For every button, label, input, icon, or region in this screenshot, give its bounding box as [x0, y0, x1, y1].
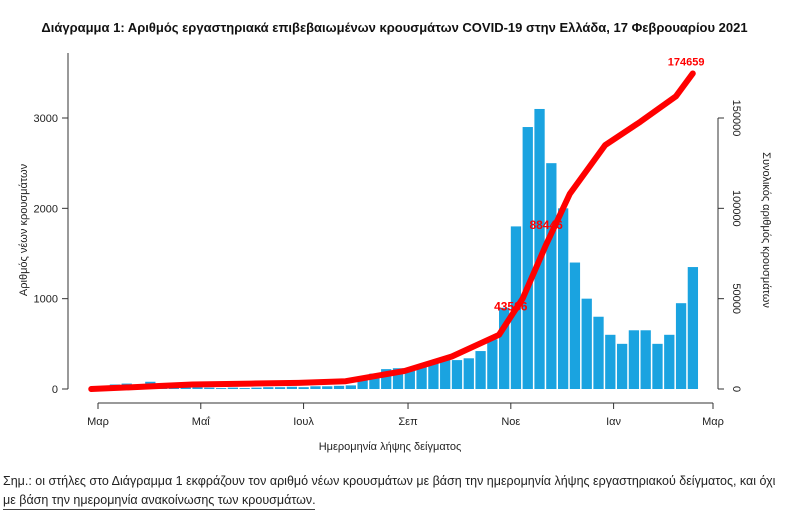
- bar: [440, 359, 451, 389]
- bar: [652, 343, 663, 389]
- bar: [392, 368, 404, 389]
- chart-title: Διάγραμμα 1: Αριθμός εργαστηριακά επιβεβ…: [41, 20, 748, 35]
- y-axis-label: Αριθμός νέων κρουσμάτων: [18, 163, 30, 296]
- bar: [357, 379, 368, 389]
- bar: [274, 387, 286, 389]
- cumulative-annotation: 88446: [529, 218, 563, 232]
- bar: [192, 387, 203, 389]
- bar: [286, 386, 298, 389]
- bar: [204, 387, 215, 389]
- bar: [333, 385, 345, 389]
- bar: [487, 339, 498, 389]
- bar: [227, 387, 239, 389]
- footnote-line-1: Σημ.: οι στήλες στο Διάγραμμα 1 εκφράζου…: [3, 474, 776, 488]
- bar: [451, 360, 463, 389]
- footnote-underline: [3, 509, 315, 510]
- x-tick-label: Σεπ: [398, 416, 418, 428]
- y2-tick-label: 150000: [730, 100, 742, 137]
- x-axis-label: Ημερομηνία λήψης δείγματος: [319, 441, 462, 453]
- bar: [687, 267, 699, 389]
- bar: [640, 330, 651, 389]
- x-tick-label: Μαρ: [702, 416, 724, 428]
- bar: [616, 343, 628, 389]
- bar: [569, 262, 581, 389]
- x-tick-label: Ιουλ: [293, 416, 314, 428]
- bar: [475, 351, 486, 389]
- y-tick-label: 1000: [34, 294, 58, 306]
- x-tick-label: Μαρ: [87, 416, 109, 428]
- cumulative-annotation: 174659: [668, 56, 705, 68]
- bar: [310, 386, 321, 389]
- bar: [345, 385, 356, 389]
- y2-tick-label: 50000: [730, 283, 742, 314]
- y2-axis-label: Συνολικός αριθμός κρουσμάτων: [760, 152, 772, 308]
- bar: [463, 358, 474, 389]
- y-tick-label: 3000: [34, 113, 58, 125]
- bar: [428, 361, 439, 389]
- bar: [628, 330, 640, 389]
- bar: [546, 163, 557, 389]
- cumulative-annotation: 43586: [494, 299, 528, 313]
- x-tick-label: Μαΐ: [192, 416, 211, 428]
- bar: [664, 334, 675, 389]
- bar: [534, 108, 545, 389]
- bar: [298, 387, 309, 389]
- bar: [369, 373, 380, 389]
- cumulative-line: [88, 70, 696, 392]
- bar: [557, 208, 569, 389]
- x-tick-label: Ιαν: [606, 416, 621, 428]
- x-tick-label: Νοε: [501, 416, 520, 428]
- bar: [239, 388, 250, 389]
- bar: [675, 303, 687, 389]
- bar: [251, 387, 262, 389]
- y-tick-label: 2000: [34, 203, 58, 215]
- footnote-line-2: με βάση την ημερομηνία ανακοίνωσης των κ…: [3, 493, 316, 507]
- bar: [322, 386, 333, 389]
- y2-tick-label: 0: [730, 386, 742, 392]
- y-tick-label: 0: [52, 384, 58, 396]
- bar: [499, 307, 510, 389]
- bar: [381, 369, 392, 389]
- bar: [215, 388, 227, 389]
- bar: [416, 364, 427, 389]
- bar: [404, 370, 415, 389]
- bar: [593, 316, 604, 389]
- y2-tick-label: 100000: [730, 190, 742, 227]
- bar: [605, 334, 616, 389]
- footnote: Σημ.: οι στήλες στο Διάγραμμα 1 εκφράζου…: [3, 472, 775, 510]
- bar: [581, 298, 592, 389]
- bar: [263, 387, 274, 389]
- bar: [522, 127, 533, 390]
